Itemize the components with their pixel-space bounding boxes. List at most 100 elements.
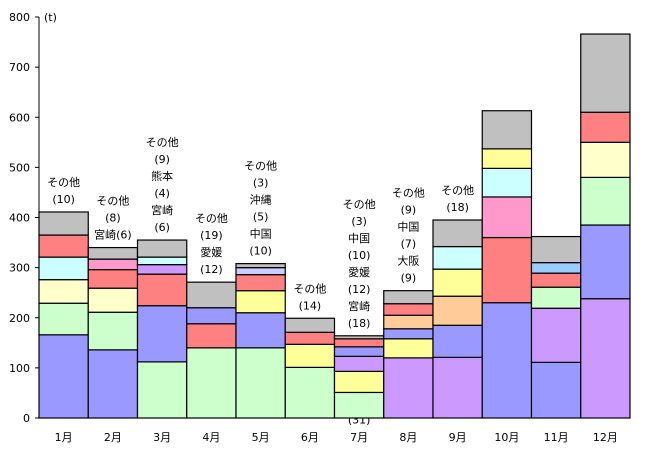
- bar-segment-中国: [136, 273, 188, 307]
- bar-segment-中国: [383, 303, 434, 316]
- bar-segment-熊本: [432, 245, 483, 270]
- bar-4月: 千葉(52)中国(17)その他(19)愛媛(12): [186, 212, 237, 419]
- bar-segment-大阪: [432, 295, 483, 326]
- bar-segment-鹿児島: [333, 370, 385, 394]
- bar-segment-中国: [235, 274, 286, 292]
- bar-segment-大分: [87, 287, 139, 313]
- bar-segment-愛媛: [580, 224, 631, 300]
- bar-segment-その他: [432, 219, 483, 248]
- bar-segment-大分: [38, 279, 89, 304]
- bar-segment-中国: [87, 269, 139, 289]
- bar-5月: 千葉(46)愛媛(22)鹿児島(14)その他(3)沖縄(5)中国(10): [235, 160, 286, 419]
- above-label: その他: [343, 198, 376, 211]
- bar-segment-中国: [284, 331, 336, 345]
- above-label: (10): [52, 193, 75, 206]
- bar-segment-千葉: [38, 302, 89, 336]
- bar-segment-その他: [530, 235, 582, 264]
- bar-segment-その他: [87, 246, 139, 260]
- bar-segment-愛媛: [186, 307, 237, 325]
- x-tick-label: 1月: [55, 431, 73, 444]
- bar-segment-鹿児島: [481, 148, 533, 169]
- bar-8月: 宮崎(44)鹿児島(21)愛媛(10)その他(9)中国(7)大阪(9): [383, 187, 434, 419]
- bar-segment-大分: [580, 141, 631, 179]
- y-tick-label: 400: [9, 212, 30, 225]
- bar-10月: 愛媛(38)中国(21)宮崎(13)熊本(9)鹿児島(5)その他(14): [481, 110, 533, 419]
- above-label: (12): [348, 283, 371, 296]
- above-label: その他: [47, 176, 80, 189]
- bar-segment-鹿児島: [383, 338, 434, 359]
- x-tick-label: 10月: [494, 431, 519, 444]
- y-tick-label: 800: [9, 11, 30, 24]
- x-tick-label: 8月: [399, 431, 417, 444]
- above-label: 愛媛: [348, 265, 370, 279]
- above-label: 宮崎(6): [94, 228, 132, 242]
- above-label: 宮崎: [348, 299, 370, 313]
- above-label: (8): [105, 212, 121, 225]
- y-axis: 0 100 200 300 400 500 600 700 800: [9, 11, 40, 425]
- above-label: その他: [195, 212, 228, 225]
- above-label: (4): [154, 187, 170, 200]
- bar-segment-千葉: [333, 391, 385, 419]
- bar-segment-鹿児島: [432, 268, 483, 297]
- x-tick-label: 2月: [104, 431, 122, 444]
- bar-segment-愛媛: [235, 312, 286, 349]
- bar-segment-宮崎: [530, 307, 582, 363]
- above-label: 宮崎: [151, 203, 173, 217]
- bar-segment-その他: [580, 33, 631, 113]
- above-label: (18): [446, 201, 469, 214]
- bar-1月: 愛媛(41)千葉(15)大分(12)熊本(11)中国(11)その他(10): [38, 176, 89, 419]
- above-label: (10): [348, 249, 371, 262]
- x-tick-label: 4月: [202, 431, 220, 444]
- y-unit-label: (t): [44, 11, 57, 24]
- bar-segment-中国: [580, 111, 631, 143]
- x-tick-label: 12月: [593, 431, 618, 444]
- above-label: 中国: [397, 221, 419, 234]
- bar-12月: 宮崎(31)愛媛(19)千葉(12)大分(9)中国(8)その他(21): [580, 33, 631, 419]
- above-label: (5): [253, 211, 269, 224]
- bar-segment-その他: [333, 335, 385, 340]
- bar-segment-その他: [136, 239, 188, 258]
- y-tick-label: 0: [23, 412, 30, 425]
- bar-segment-宮崎: [333, 355, 385, 372]
- above-label: (3): [253, 177, 269, 190]
- bar-segment-鹿児島: [284, 343, 336, 368]
- bar-segment-愛媛: [530, 361, 582, 419]
- y-tick-label: 300: [9, 262, 30, 275]
- above-label: (9): [401, 204, 417, 217]
- above-label: (6): [154, 221, 170, 234]
- y-tick-label: 200: [9, 312, 30, 325]
- above-label: (19): [200, 229, 223, 242]
- above-label: その他: [244, 160, 277, 173]
- above-label: 中国: [348, 232, 370, 245]
- bar-segment-千葉: [186, 347, 237, 419]
- bar-segment-宮崎: [580, 298, 631, 419]
- bar-9月: 宮崎(31)愛媛(15)大阪(13)鹿児島(13)熊本(10)その他(18): [432, 184, 483, 419]
- above-label: その他: [146, 136, 179, 149]
- y-tick-label: 700: [9, 61, 30, 74]
- bar-segment-その他: [383, 290, 434, 305]
- bar-segment-千葉: [284, 366, 336, 419]
- above-label: その他: [293, 282, 326, 295]
- bar-segment-愛媛: [383, 328, 434, 340]
- bar-segment-愛媛: [136, 305, 188, 363]
- bar-3月: 千葉(32)愛媛(31)中国(18)その他(9)熊本(4)宮崎(6): [136, 136, 188, 419]
- above-label: 愛媛: [200, 245, 222, 259]
- bar-segment-宮崎: [481, 196, 533, 239]
- bar-segment-中国: [481, 236, 533, 304]
- x-tick-label: 5月: [252, 431, 270, 444]
- bar-segment-大阪: [383, 314, 434, 330]
- x-tick-label: 6月: [301, 431, 319, 444]
- bar-segment-その他: [186, 281, 237, 309]
- bar-segment-鹿児島: [235, 290, 286, 314]
- x-tick-label: 3月: [153, 431, 171, 444]
- x-tick-label: 11月: [544, 431, 569, 444]
- y-tick-label: 500: [9, 161, 30, 174]
- above-label: 中国: [250, 228, 272, 241]
- bar-segment-熊本: [136, 256, 188, 266]
- bar-segment-その他: [38, 211, 89, 236]
- bar-segment-千葉: [235, 347, 286, 419]
- above-label: 熊本: [151, 169, 173, 183]
- y-tick-label: 100: [9, 362, 30, 375]
- bar-2月: 愛媛(40)千葉(22)大分(14)中国(10)その他(8)宮崎(6): [87, 195, 139, 419]
